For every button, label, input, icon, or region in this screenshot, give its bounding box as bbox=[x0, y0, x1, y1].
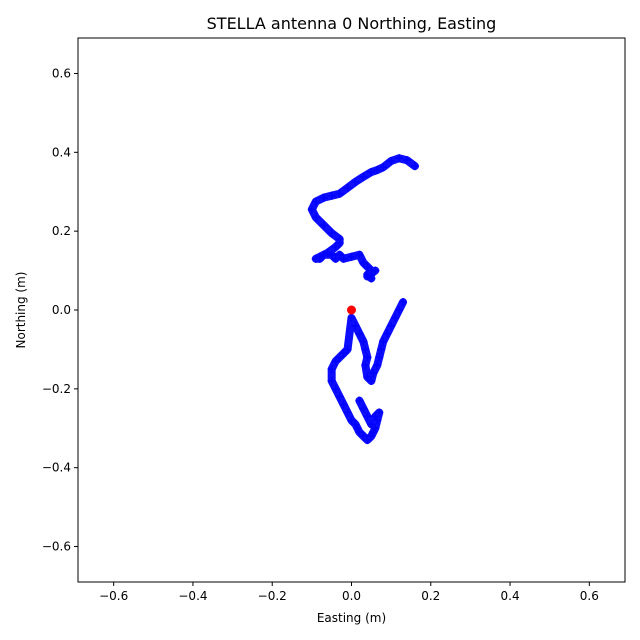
series-0 bbox=[307, 154, 419, 283]
y-tick-label: −0.4 bbox=[42, 461, 71, 475]
x-tick-label: 0.0 bbox=[342, 589, 361, 603]
series-trail bbox=[307, 154, 419, 283]
y-tick-label: −0.2 bbox=[42, 382, 71, 396]
series-layer bbox=[307, 154, 419, 445]
x-tick-label: −0.6 bbox=[99, 589, 128, 603]
axes-layer: −0.6 −0.4 −0.2 0.0 0.2 0.4 0.6 −0.6 −0.4 −0.2 0.0 0… bbox=[42, 37, 626, 603]
y-axis-label: Northing (m) bbox=[14, 272, 28, 349]
y-tick-label: 0.4 bbox=[52, 145, 71, 159]
series-trail bbox=[327, 298, 408, 445]
series-1 bbox=[327, 298, 408, 445]
chart-title: STELLA antenna 0 Northing, Easting bbox=[207, 14, 497, 33]
x-tick-label: 0.4 bbox=[501, 589, 520, 603]
x-tick-label: 0.6 bbox=[580, 589, 599, 603]
x-tick-label: −0.4 bbox=[178, 589, 207, 603]
y-tick-label: 0.2 bbox=[52, 224, 71, 238]
y-tick-label: −0.6 bbox=[42, 540, 71, 554]
y-tick-label: 0.6 bbox=[52, 66, 71, 80]
series-2 bbox=[347, 305, 356, 315]
data-point bbox=[347, 305, 356, 315]
x-tick-label: −0.2 bbox=[258, 589, 287, 603]
x-axis-label: Easting (m) bbox=[317, 611, 386, 625]
x-tick-label: 0.2 bbox=[421, 589, 440, 603]
y-tick-label: 0.0 bbox=[52, 303, 71, 317]
